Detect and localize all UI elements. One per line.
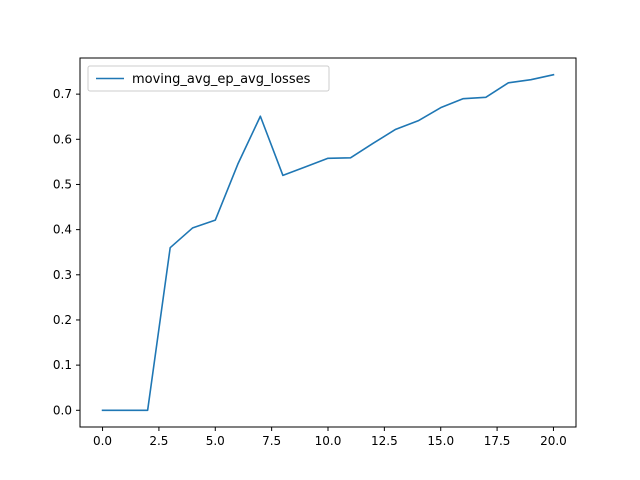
axes-frame <box>79 57 577 428</box>
x-tick-label: 20.0 <box>540 434 567 448</box>
x-tick-label: 10.0 <box>315 434 342 448</box>
y-tick-label: 0.5 <box>53 177 72 191</box>
x-tick-label: 0.0 <box>93 434 112 448</box>
legend-box <box>87 65 330 92</box>
y-axis-ticks: 0.0 0.1 0.2 0.3 0.4 0.5 0.6 0.7 <box>53 87 80 417</box>
plot-layer <box>101 73 555 412</box>
y-tick-label: 0.7 <box>53 87 72 101</box>
x-tick-label: 17.5 <box>484 434 511 448</box>
x-tick-label: 12.5 <box>371 434 398 448</box>
x-axis-ticks: 0.0 2.5 5.0 7.5 10.0 12.5 15.0 17.5 20.0 <box>93 427 567 448</box>
series-line <box>101 73 555 412</box>
x-tick-label: 15.0 <box>427 434 454 448</box>
x-tick-label: 7.5 <box>262 434 281 448</box>
y-tick-label: 0.1 <box>53 358 72 372</box>
y-tick-label: 0.3 <box>53 268 72 282</box>
legend: moving_avg_ep_avg_losses <box>87 65 330 92</box>
x-tick-label: 5.0 <box>206 434 225 448</box>
y-tick-label: 0.6 <box>53 132 72 146</box>
y-tick-label: 0.2 <box>53 313 72 327</box>
y-tick-label: 0.0 <box>53 403 72 417</box>
x-tick-label: 2.5 <box>149 434 168 448</box>
legend-label: moving_avg_ep_avg_losses <box>132 72 311 87</box>
y-tick-label: 0.4 <box>53 223 72 237</box>
